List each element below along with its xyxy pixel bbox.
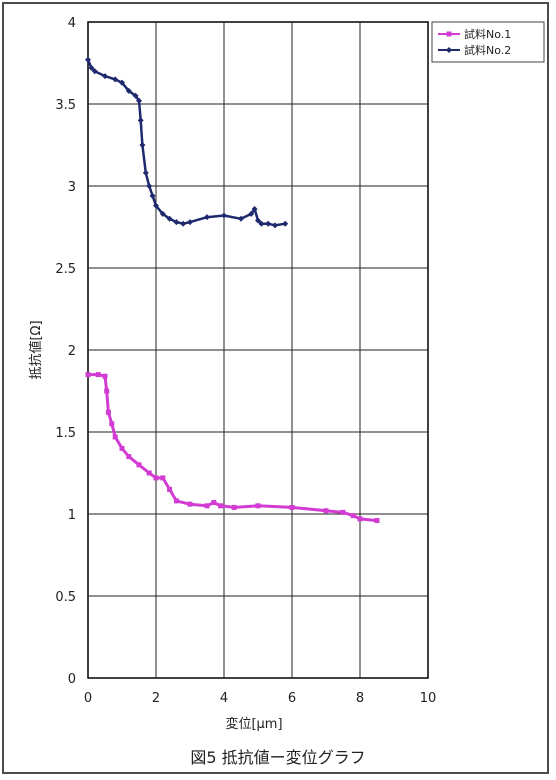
y-tick-label: 0.5 [55, 590, 76, 605]
data-point [142, 169, 149, 176]
data-point [272, 222, 278, 229]
data-point [248, 210, 255, 217]
data-point [102, 73, 108, 80]
data-point [255, 503, 261, 509]
data-point [85, 372, 91, 378]
data-point [136, 97, 142, 104]
y-tick-label: 2.5 [55, 262, 76, 277]
figure-caption: 図5 抵抗値ー変位グラフ [190, 748, 366, 767]
x-axis-title: 変位[μm] [225, 716, 282, 732]
x-tick-label: 8 [356, 691, 364, 706]
data-point [167, 486, 173, 492]
data-point [112, 434, 118, 440]
data-point [132, 92, 139, 99]
data-point [102, 373, 108, 379]
data-point [173, 498, 179, 504]
data-point [218, 503, 224, 509]
x-tick-label: 6 [288, 691, 296, 706]
y-tick-label: 3 [68, 180, 76, 195]
data-point [238, 215, 244, 222]
data-point [231, 504, 237, 510]
data-point [136, 462, 142, 468]
data-point [357, 516, 363, 522]
data-point [282, 220, 289, 227]
data-point [146, 470, 152, 476]
data-point [95, 372, 101, 378]
data-point [187, 501, 193, 507]
x-tick-label: 10 [420, 691, 437, 706]
data-point [323, 508, 329, 514]
data-point [173, 219, 180, 226]
legend-marker [446, 31, 452, 37]
data-point [137, 117, 144, 124]
data-point [289, 504, 295, 510]
data-point [258, 220, 265, 227]
data-point [166, 215, 173, 222]
data-point [160, 475, 166, 481]
data-point [159, 210, 166, 217]
x-tick-label: 4 [220, 691, 228, 706]
y-tick-label: 1 [68, 508, 76, 523]
y-tick-label: 2 [68, 344, 76, 359]
data-point [211, 500, 217, 506]
x-tick-label: 0 [84, 691, 92, 706]
data-point [153, 202, 159, 209]
legend-marker [446, 47, 452, 53]
data-point [221, 212, 227, 219]
y-tick-label: 1.5 [55, 426, 76, 441]
legend-label: 試料No.2 [464, 43, 511, 57]
data-point [251, 205, 258, 212]
y-tick-label: 0 [68, 672, 76, 687]
data-point [340, 509, 346, 515]
data-point [146, 183, 153, 189]
data-point [187, 219, 193, 226]
data-point [255, 217, 261, 224]
legend-box [431, 21, 545, 63]
legend-label: 試料No.1 [464, 27, 511, 41]
data-point [112, 76, 119, 83]
data-point [119, 79, 125, 86]
data-point [85, 56, 91, 63]
data-point [139, 142, 146, 148]
data-point [149, 192, 156, 199]
data-point [350, 513, 356, 519]
data-point [126, 454, 132, 460]
data-point [91, 68, 98, 75]
data-point [265, 220, 272, 227]
data-point [119, 445, 125, 451]
data-point [374, 518, 380, 524]
data-point [88, 64, 95, 71]
y-axis-title: 抵抗値[Ω] [28, 320, 44, 379]
x-tick-label: 2 [152, 691, 160, 706]
data-point [204, 503, 210, 509]
y-tick-label: 4 [68, 16, 76, 31]
data-point [153, 475, 159, 481]
data-point [109, 421, 115, 427]
data-point [105, 409, 111, 415]
data-point [204, 214, 210, 221]
data-point [125, 87, 132, 94]
data-point [104, 388, 110, 394]
y-tick-label: 3.5 [55, 98, 76, 113]
data-point [180, 220, 187, 227]
